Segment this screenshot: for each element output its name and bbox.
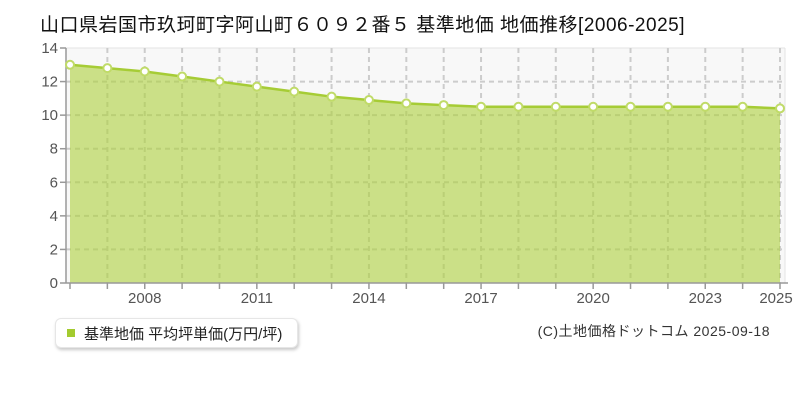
data-point[interactable] [438,100,449,111]
y-tick-labels: 0 2 4 6 8 10 12 14 [41,40,66,292]
trend-line [68,63,782,110]
data-point[interactable] [251,81,262,92]
data-point[interactable] [289,86,300,97]
legend-label: 基準地価 平均坪単価(万円/坪) [84,325,283,343]
data-point[interactable] [625,101,636,112]
x-tick-label: 2020 [576,290,609,307]
x-tick-label: 2025 [759,290,792,307]
data-point[interactable] [775,103,785,114]
data-point[interactable] [662,101,673,112]
data-point[interactable] [476,101,487,112]
data-point[interactable] [588,101,599,112]
y-tick-label: 6 [50,174,58,191]
data-point[interactable] [139,66,150,77]
y-tick-label: 4 [50,208,58,225]
x-tick-labels: 2008 2011 2014 2017 2020 2023 2025 [69,283,793,307]
data-point[interactable] [737,101,748,112]
data-point[interactable] [177,71,188,82]
legend-box: 基準地価 平均坪単価(万円/坪) [55,318,299,348]
copyright-text: (C)土地価格ドットコム 2025-09-18 [537,323,770,339]
page-title: 山口県岩国市玖珂町字阿山町６０９２番５ 基準地価 地価推移[2006-2025] [40,15,685,36]
data-point[interactable] [700,101,711,112]
y-tick-label: 14 [41,40,58,57]
data-point[interactable] [513,101,524,112]
data-point[interactable] [214,76,225,87]
data-points [65,59,785,114]
data-point[interactable] [65,59,75,70]
data-point[interactable] [326,91,337,102]
y-tick-label: 2 [50,241,58,258]
y-tick-label: 0 [50,275,58,292]
y-tick-label: 10 [41,107,58,124]
data-point[interactable] [550,101,561,112]
x-tick-label: 2023 [689,290,722,307]
data-point[interactable] [363,95,374,106]
data-point[interactable] [102,63,113,74]
x-tick-label: 2017 [464,290,497,307]
data-point[interactable] [401,98,412,109]
x-tick-label: 2008 [128,290,161,307]
y-tick-label: 8 [50,141,58,158]
legend-marker-icon [67,329,75,337]
x-tick-label: 2014 [352,290,385,307]
area-fill [70,64,780,284]
y-tick-label: 12 [41,74,58,91]
x-tick-label: 2011 [241,290,273,307]
